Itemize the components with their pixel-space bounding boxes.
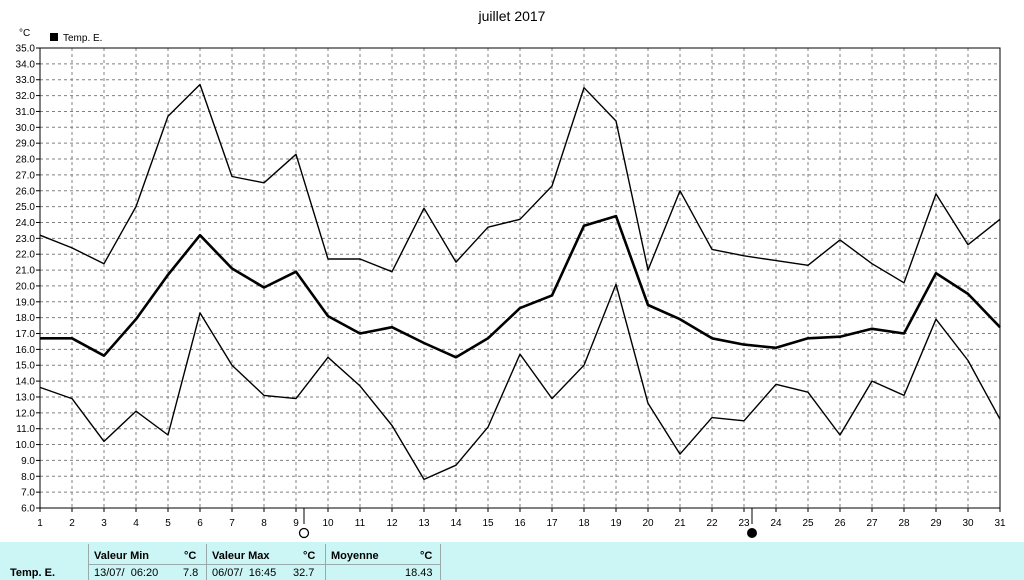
max-value: 32.7 xyxy=(293,567,315,579)
x-tick-label: 5 xyxy=(165,518,171,529)
stats-divider xyxy=(325,544,326,580)
max-header: Valeur Max xyxy=(212,550,270,562)
chart-title: juillet 2017 xyxy=(478,8,546,24)
x-tick-label: 11 xyxy=(355,518,366,529)
min-value: 7.8 xyxy=(183,567,199,579)
y-tick-label: 19.0 xyxy=(16,297,36,308)
y-tick-label: 15.0 xyxy=(16,361,36,372)
y-tick-label: 9.0 xyxy=(21,456,35,467)
y-tick-label: 8.0 xyxy=(21,472,35,483)
y-tick-label: 30.0 xyxy=(16,123,36,134)
x-tick-label: 26 xyxy=(834,518,846,529)
x-tick-label: 31 xyxy=(994,518,1006,529)
x-tick-label: 23 xyxy=(738,518,750,529)
plot-frame xyxy=(39,47,1001,509)
full-moon-icon xyxy=(298,527,310,539)
y-tick-label: 26.0 xyxy=(16,186,36,197)
x-tick-label: 16 xyxy=(514,518,526,529)
stats-divider xyxy=(206,544,207,580)
x-tick-label: 4 xyxy=(133,518,139,529)
chart-grid xyxy=(40,48,1000,508)
new-moon-icon xyxy=(747,528,757,538)
x-tick-label: 22 xyxy=(706,518,718,529)
moon-phase-markers xyxy=(298,508,757,539)
mean-header: Moyenne xyxy=(331,550,379,562)
y-tick-label: 17.0 xyxy=(16,329,36,340)
y-tick-label: 12.0 xyxy=(16,408,36,419)
x-tick-label: 29 xyxy=(930,518,942,529)
x-tick-label: 20 xyxy=(642,518,654,529)
x-tick-label: 3 xyxy=(101,518,107,529)
stats-table: Temp. E. Valeur Min °C 13/07/ 06:20 7.8 … xyxy=(0,542,1024,580)
legend-swatch xyxy=(50,33,58,41)
x-tick-label: 17 xyxy=(546,518,558,529)
x-tick-label: 15 xyxy=(482,518,494,529)
y-tick-label: 13.0 xyxy=(16,392,36,403)
y-tick-label: 23.0 xyxy=(16,234,36,245)
x-tick-label: 10 xyxy=(322,518,334,529)
x-tick-label: 27 xyxy=(866,518,878,529)
y-tick-label: 31.0 xyxy=(16,107,36,118)
x-tick-label: 12 xyxy=(386,518,398,529)
x-tick-label: 28 xyxy=(898,518,910,529)
x-tick-label: 13 xyxy=(418,518,430,529)
x-tick-label: 18 xyxy=(578,518,590,529)
x-tick-label: 1 xyxy=(37,518,43,529)
x-tick-label: 19 xyxy=(610,518,622,529)
x-tick-label: 25 xyxy=(802,518,814,529)
y-tick-label: 20.0 xyxy=(16,281,36,292)
y-tick-label: 7.0 xyxy=(21,488,35,499)
x-tick-label: 21 xyxy=(674,518,686,529)
series-line-max xyxy=(39,83,1001,284)
y-tick-label: 32.0 xyxy=(16,91,36,102)
y-tick-label: 16.0 xyxy=(16,345,36,356)
y-tick-label: 28.0 xyxy=(16,155,36,166)
chart-series xyxy=(39,83,1001,481)
x-tick-label: 14 xyxy=(450,518,462,529)
x-tick-label: 6 xyxy=(197,518,203,529)
legend-label: Temp. E. xyxy=(63,33,102,44)
stats-row-label: Temp. E. xyxy=(10,567,56,579)
y-tick-label: 11.0 xyxy=(16,424,35,435)
min-unit: °C xyxy=(184,550,197,562)
stats-divider xyxy=(88,544,89,580)
series-line-mean xyxy=(40,214,1001,359)
y-tick-label: 18.0 xyxy=(16,313,36,324)
y-tick-label: 34.0 xyxy=(16,59,36,70)
y-tick-label: 21.0 xyxy=(16,266,36,277)
x-tick-label: 9 xyxy=(293,518,299,529)
stats-divider xyxy=(440,544,441,580)
y-tick-label: 33.0 xyxy=(16,75,36,86)
y-tick-label: 6.0 xyxy=(21,504,35,515)
chart-axes: 6.0 7.0 8.0 9.0 10.0 11.0 12.0 13.0 14.0 15.0 16.0… xyxy=(16,44,1006,530)
y-axis-unit: °C xyxy=(19,28,30,39)
y-tick-label: 25.0 xyxy=(16,202,36,213)
y-tick-label: 10.0 xyxy=(16,440,36,451)
y-tick-label: 14.0 xyxy=(16,377,36,388)
y-tick-label: 27.0 xyxy=(16,170,36,181)
x-tick-label: 24 xyxy=(770,518,782,529)
mean-unit: °C xyxy=(420,550,433,562)
mean-value: 18.43 xyxy=(405,567,433,579)
series-line-min xyxy=(39,283,1001,481)
y-tick-label: 22.0 xyxy=(16,250,36,261)
temperature-chart: juillet 2017 °C Temp. E. 6.0 7.0 8.0 9.0 10.… xyxy=(16,8,1006,539)
y-tick-label: 24.0 xyxy=(16,218,36,229)
y-tick-label: 29.0 xyxy=(16,139,36,150)
max-unit: °C xyxy=(303,550,316,562)
stats-header-divider xyxy=(88,564,440,565)
x-tick-label: 30 xyxy=(962,518,974,529)
x-tick-label: 8 xyxy=(261,518,267,529)
x-tick-label: 7 xyxy=(229,518,235,529)
min-header: Valeur Min xyxy=(94,550,150,562)
y-tick-label: 35.0 xyxy=(16,44,36,55)
x-tick-label: 2 xyxy=(69,518,75,529)
max-time: 06/07/ 16:45 xyxy=(212,567,277,579)
min-time: 13/07/ 06:20 xyxy=(94,567,159,579)
